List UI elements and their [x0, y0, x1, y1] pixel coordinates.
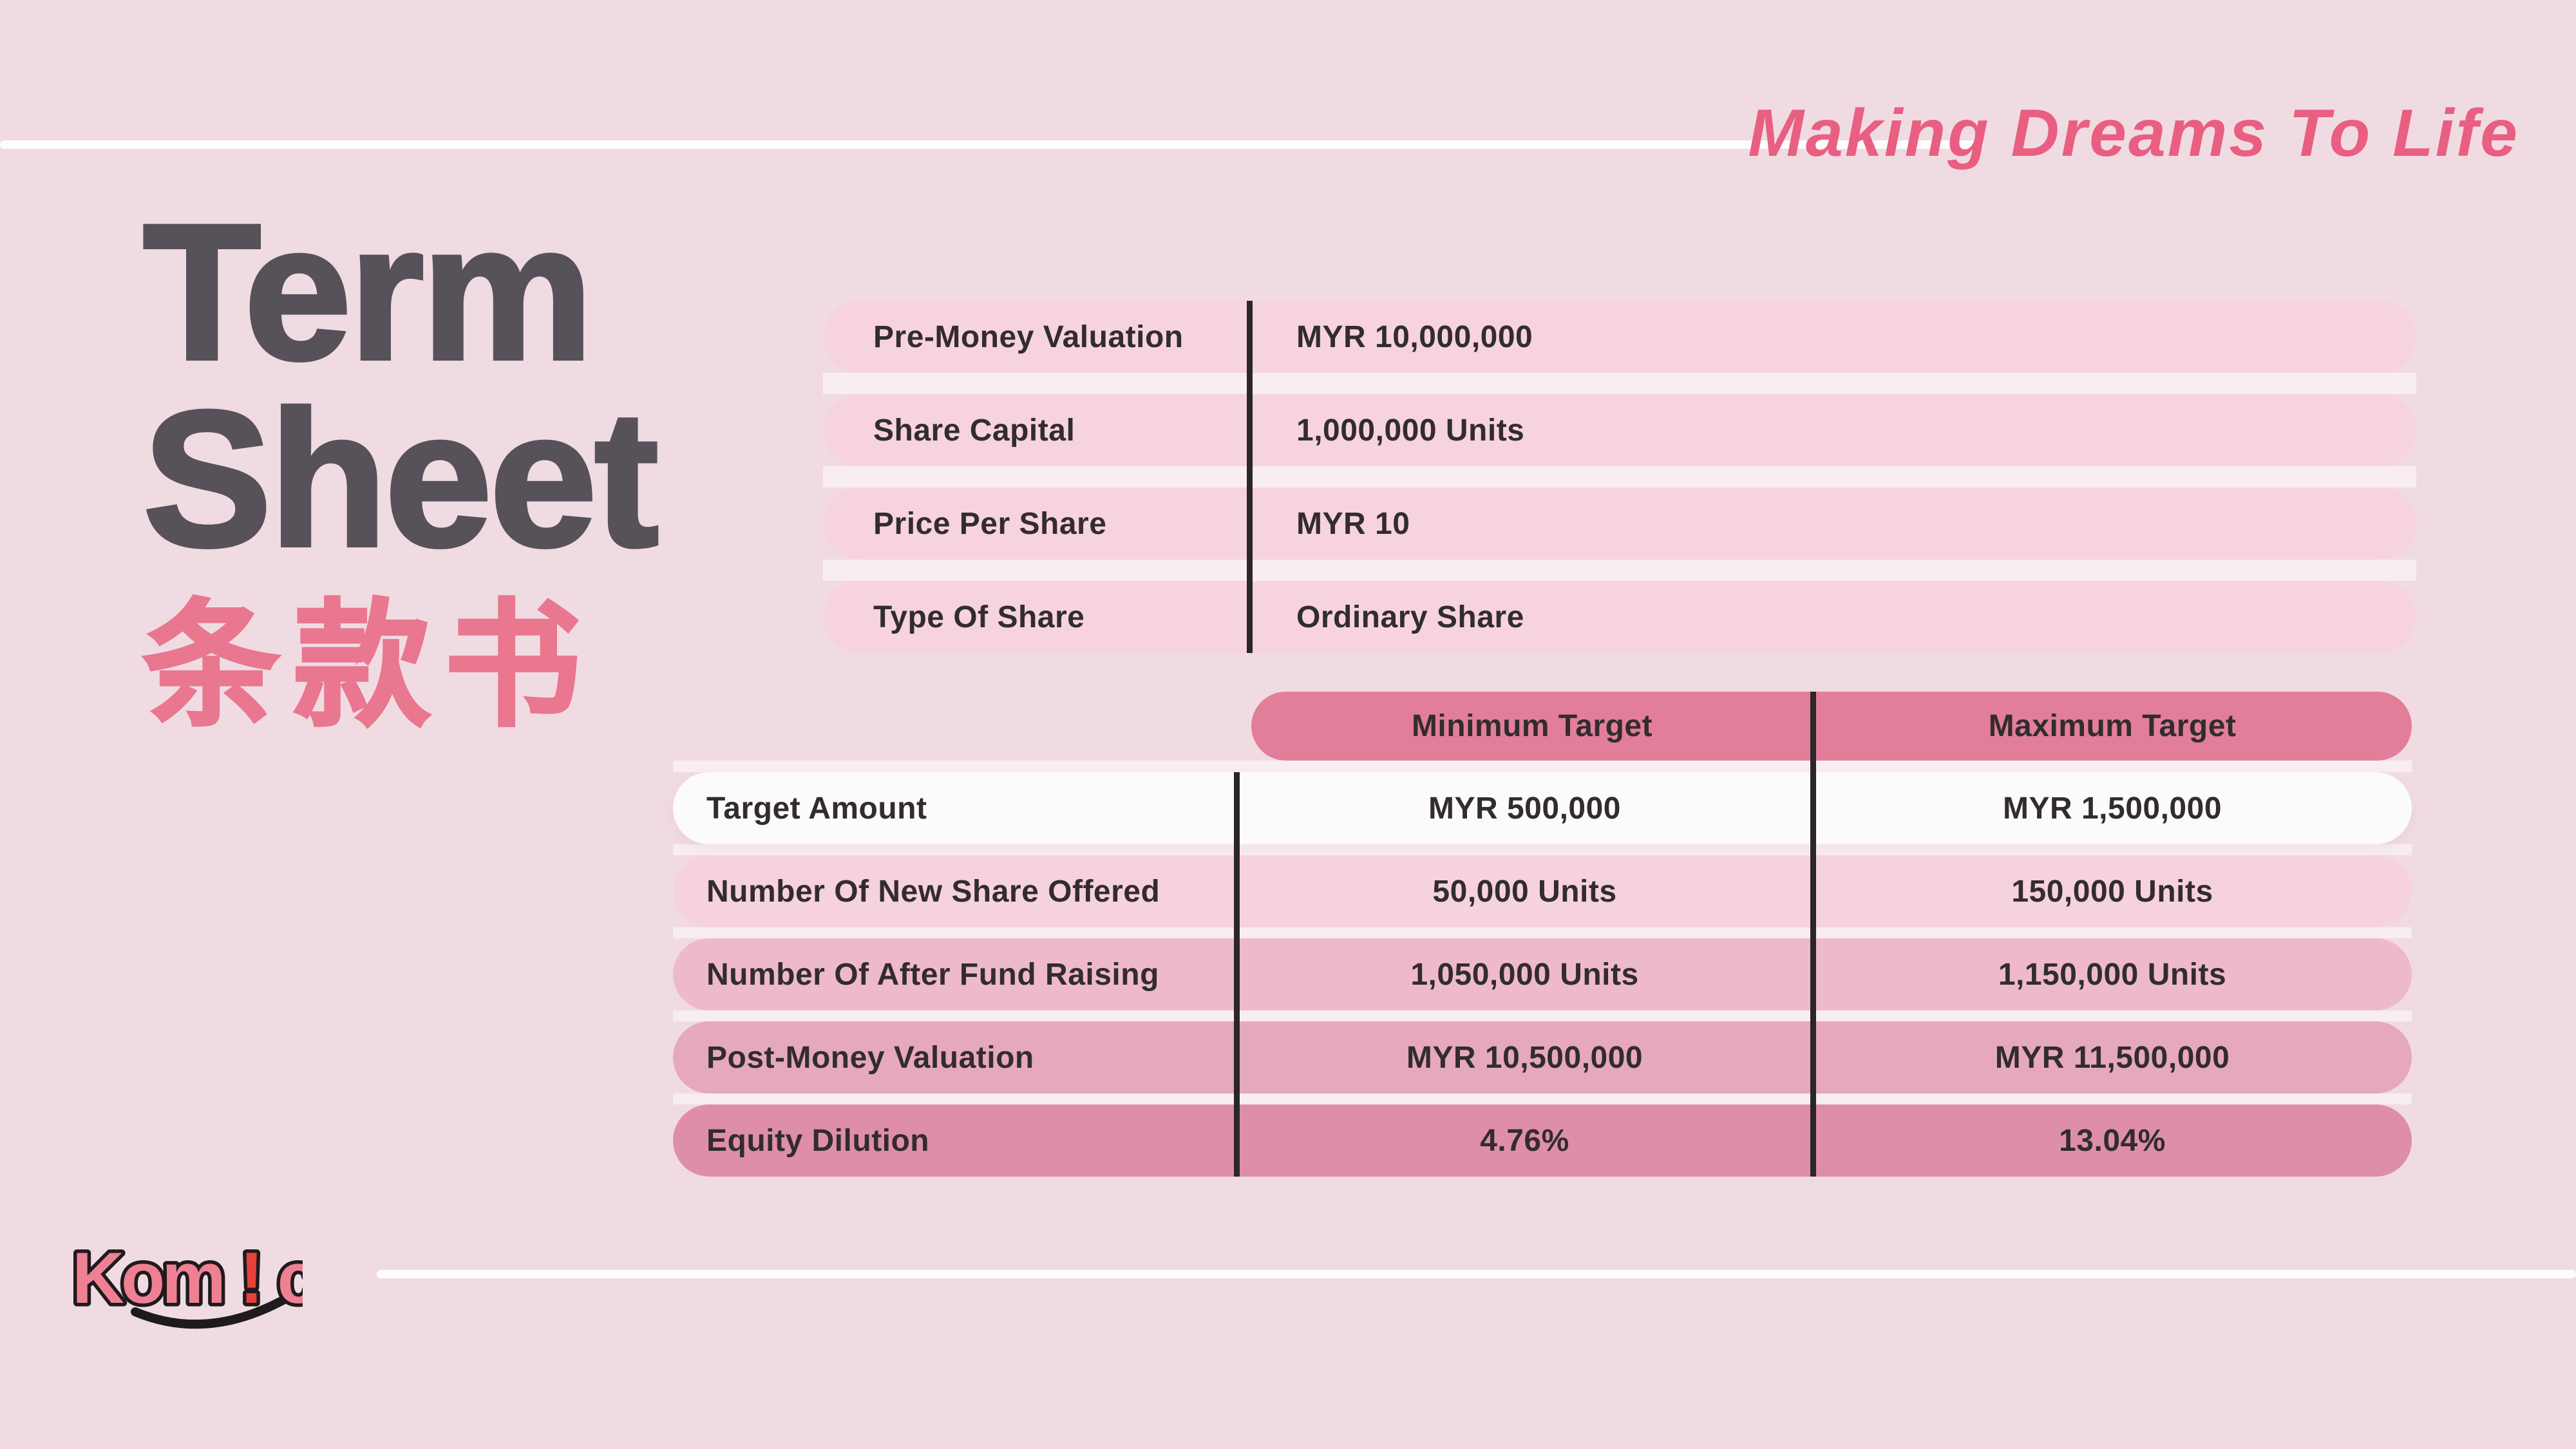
row-label: Price Per Share [873, 506, 1107, 541]
row-min-value: 1,050,000 Units [1410, 957, 1639, 992]
table-row: Equity Dilution 4.76% 13.04% [673, 1104, 2412, 1177]
column-divider [1810, 692, 1816, 1177]
row-gap-stripe [823, 373, 2416, 394]
column-divider [1234, 772, 1240, 1177]
row-max-value: MYR 1,500,000 [2002, 791, 2222, 826]
row-label: Equity Dilution [706, 1123, 930, 1158]
row-gap-stripe [823, 466, 2416, 488]
row-label: Number Of After Fund Raising [706, 957, 1159, 992]
top-divider-line [0, 140, 1984, 149]
row-min-value: 4.76% [1480, 1123, 1569, 1158]
table-row: Share Capital 1,000,000 Units [823, 394, 2416, 466]
logo-text-c: c [277, 1238, 303, 1318]
table-row: Post-Money Valuation MYR 10,500,000 MYR … [673, 1021, 2412, 1094]
row-label: Pre-Money Valuation [873, 319, 1184, 354]
row-value: MYR 10 [1296, 506, 1410, 541]
row-label: Post-Money Valuation [706, 1040, 1034, 1075]
title-block: Term Sheet 条款书 [141, 184, 661, 742]
row-max-value: 1,150,000 Units [1998, 957, 2227, 992]
table-row: Price Per Share MYR 10 [823, 488, 2416, 560]
row-gap-stripe [673, 1010, 2412, 1021]
row-gap-stripe [673, 761, 2412, 772]
table-row: Number Of After Fund Raising 1,050,000 U… [673, 938, 2412, 1010]
column-header-maximum: Maximum Target [1988, 709, 2237, 743]
row-min-value: MYR 10,500,000 [1406, 1040, 1643, 1075]
row-min-value: 50,000 Units [1432, 874, 1617, 909]
table-row: Pre-Money Valuation MYR 10,000,000 [823, 301, 2416, 373]
tagline: Making Dreams To Life [1748, 96, 2519, 171]
bottom-divider-line [377, 1270, 2576, 1278]
page-title-line2: Sheet [141, 370, 661, 587]
target-table: Minimum Target Maximum Target Target Amo… [673, 692, 2412, 1177]
row-min-value: MYR 500,000 [1428, 791, 1621, 826]
row-max-value: 150,000 Units [2011, 874, 2213, 909]
page-title-line1: Term [141, 184, 595, 400]
column-header-minimum: Minimum Target [1411, 709, 1653, 743]
komic-logo: Kom ! c [69, 1227, 323, 1349]
row-gap-stripe [673, 1094, 2412, 1104]
row-value: MYR 10,000,000 [1296, 319, 1533, 354]
logo-text-kom: Kom [72, 1238, 223, 1318]
row-label: Number Of New Share Offered [706, 874, 1160, 909]
logo-smile-swoosh [131, 1292, 294, 1329]
terms-table: Pre-Money Valuation MYR 10,000,000 Share… [823, 301, 2416, 653]
target-table-header: Minimum Target Maximum Target [1251, 692, 2412, 761]
table-row: Number Of New Share Offered 50,000 Units… [673, 855, 2412, 927]
row-value: Ordinary Share [1296, 600, 1524, 634]
row-gap-stripe [673, 927, 2412, 938]
table-row: Target Amount MYR 500,000 MYR 1,500,000 [673, 772, 2412, 844]
row-label: Target Amount [706, 791, 927, 826]
komic-logo-graphic: Kom ! c [69, 1235, 323, 1329]
logo-text: Kom ! c [72, 1238, 303, 1318]
column-divider [1247, 301, 1253, 653]
row-label: Share Capital [873, 413, 1075, 448]
logo-exclamation: ! [240, 1238, 260, 1318]
row-label: Type Of Share [873, 600, 1085, 634]
table-row: Type Of Share Ordinary Share [823, 581, 2416, 653]
row-max-value: 13.04% [2059, 1123, 2166, 1158]
row-gap-stripe [673, 844, 2412, 855]
row-gap-stripe [823, 560, 2416, 581]
row-max-value: MYR 11,500,000 [1994, 1040, 2230, 1075]
row-value: 1,000,000 Units [1296, 413, 1525, 448]
page-title-chinese: 条款书 [142, 589, 595, 742]
